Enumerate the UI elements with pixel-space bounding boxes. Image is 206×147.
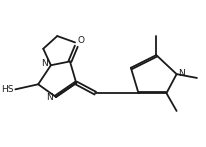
Text: N: N xyxy=(42,59,48,68)
Text: N: N xyxy=(178,69,185,78)
Text: N: N xyxy=(46,93,53,102)
Text: O: O xyxy=(77,36,84,45)
Text: HS: HS xyxy=(2,85,14,94)
